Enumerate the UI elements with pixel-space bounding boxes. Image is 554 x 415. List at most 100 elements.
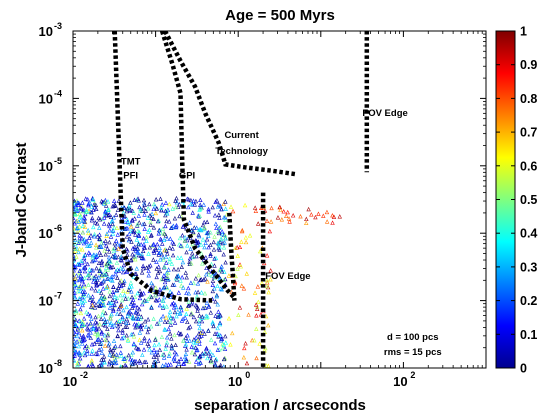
- data-point: [223, 333, 228, 339]
- data-point: [106, 207, 111, 212]
- data-point: [244, 360, 250, 366]
- data-point: [78, 319, 83, 324]
- data-point: [131, 274, 137, 279]
- data-point: [113, 271, 118, 277]
- data-point: [184, 338, 190, 343]
- data-point: [206, 233, 211, 238]
- data-point: [115, 242, 120, 247]
- data-point: [114, 225, 120, 230]
- data-point: [73, 200, 77, 206]
- data-point: [197, 341, 202, 346]
- data-point: [167, 312, 172, 318]
- data-point: [168, 319, 173, 324]
- data-point: [97, 217, 103, 222]
- data-point: [252, 205, 258, 210]
- data-point: [116, 327, 121, 333]
- data-point: [165, 211, 170, 216]
- annotation-label: TMT: [121, 156, 141, 167]
- data-point: [161, 298, 166, 303]
- data-point: [134, 345, 139, 350]
- data-point: [109, 300, 115, 305]
- data-point: [236, 312, 241, 318]
- data-point: [110, 297, 115, 303]
- data-point: [73, 246, 78, 251]
- data-point: [75, 327, 80, 332]
- data-point: [77, 262, 82, 267]
- data-point: [93, 288, 98, 293]
- data-point: [137, 358, 142, 363]
- data-point: [127, 236, 132, 241]
- data-point: [186, 204, 191, 210]
- y-tick-label: 10: [39, 91, 53, 106]
- data-point: [151, 347, 157, 352]
- x-tick-exponent: -2: [80, 370, 88, 380]
- data-point: [226, 316, 232, 321]
- data-point: [165, 270, 171, 276]
- data-point: [337, 214, 342, 219]
- data-point: [73, 248, 78, 253]
- data-point: [138, 292, 143, 297]
- data-point: [103, 323, 108, 328]
- data-point: [87, 200, 93, 205]
- data-point: [128, 207, 133, 212]
- data-point: [91, 252, 97, 257]
- data-point: [96, 244, 102, 249]
- colorbar-tick-label: 1: [520, 25, 527, 39]
- data-point: [93, 202, 99, 207]
- data-point: [265, 284, 271, 290]
- data-point: [182, 315, 188, 320]
- data-point: [149, 215, 154, 220]
- data-point: [102, 248, 107, 253]
- data-point: [119, 257, 124, 263]
- data-point: [170, 206, 175, 211]
- data-point: [134, 237, 139, 242]
- data-point: [84, 209, 89, 215]
- data-point: [74, 273, 79, 278]
- data-point: [204, 265, 209, 271]
- data-point: [161, 264, 167, 270]
- data-point: [198, 277, 203, 283]
- data-point: [195, 338, 201, 343]
- data-point: [269, 205, 274, 211]
- data-point: [81, 291, 86, 296]
- colorbar-tick-label: 0.6: [520, 159, 537, 173]
- data-point: [221, 277, 227, 283]
- data-point: [78, 273, 83, 278]
- data-point: [108, 315, 113, 321]
- data-point: [155, 358, 161, 363]
- data-point: [171, 266, 177, 272]
- data-point: [127, 308, 132, 314]
- data-point: [210, 273, 215, 278]
- data-point: [128, 224, 134, 229]
- data-point: [122, 292, 127, 298]
- data-point: [253, 302, 259, 307]
- data-point: [205, 279, 210, 284]
- contrast-curve: [227, 212, 237, 301]
- data-point: [75, 218, 80, 223]
- data-point: [176, 361, 181, 366]
- data-point: [275, 215, 281, 220]
- data-point: [228, 204, 234, 209]
- colorbar-tick-label: 0.8: [520, 92, 537, 106]
- data-point: [153, 337, 158, 342]
- y-tick-label: 10: [39, 24, 53, 39]
- data-point: [93, 351, 99, 356]
- data-point: [158, 249, 163, 255]
- data-point: [120, 330, 125, 335]
- data-point: [184, 358, 189, 363]
- data-point: [213, 299, 218, 304]
- data-point: [105, 284, 110, 290]
- data-point: [111, 291, 116, 297]
- data-point: [155, 352, 161, 357]
- colorbar-tick-label: 0.3: [520, 260, 537, 274]
- data-point: [278, 207, 283, 212]
- data-point: [233, 245, 238, 251]
- data-point: [161, 231, 166, 236]
- data-point: [188, 246, 193, 251]
- data-point: [202, 291, 208, 296]
- data-point: [204, 219, 210, 225]
- data-point: [73, 317, 78, 322]
- data-point: [235, 253, 240, 258]
- data-point: [82, 283, 87, 289]
- data-point: [171, 305, 177, 310]
